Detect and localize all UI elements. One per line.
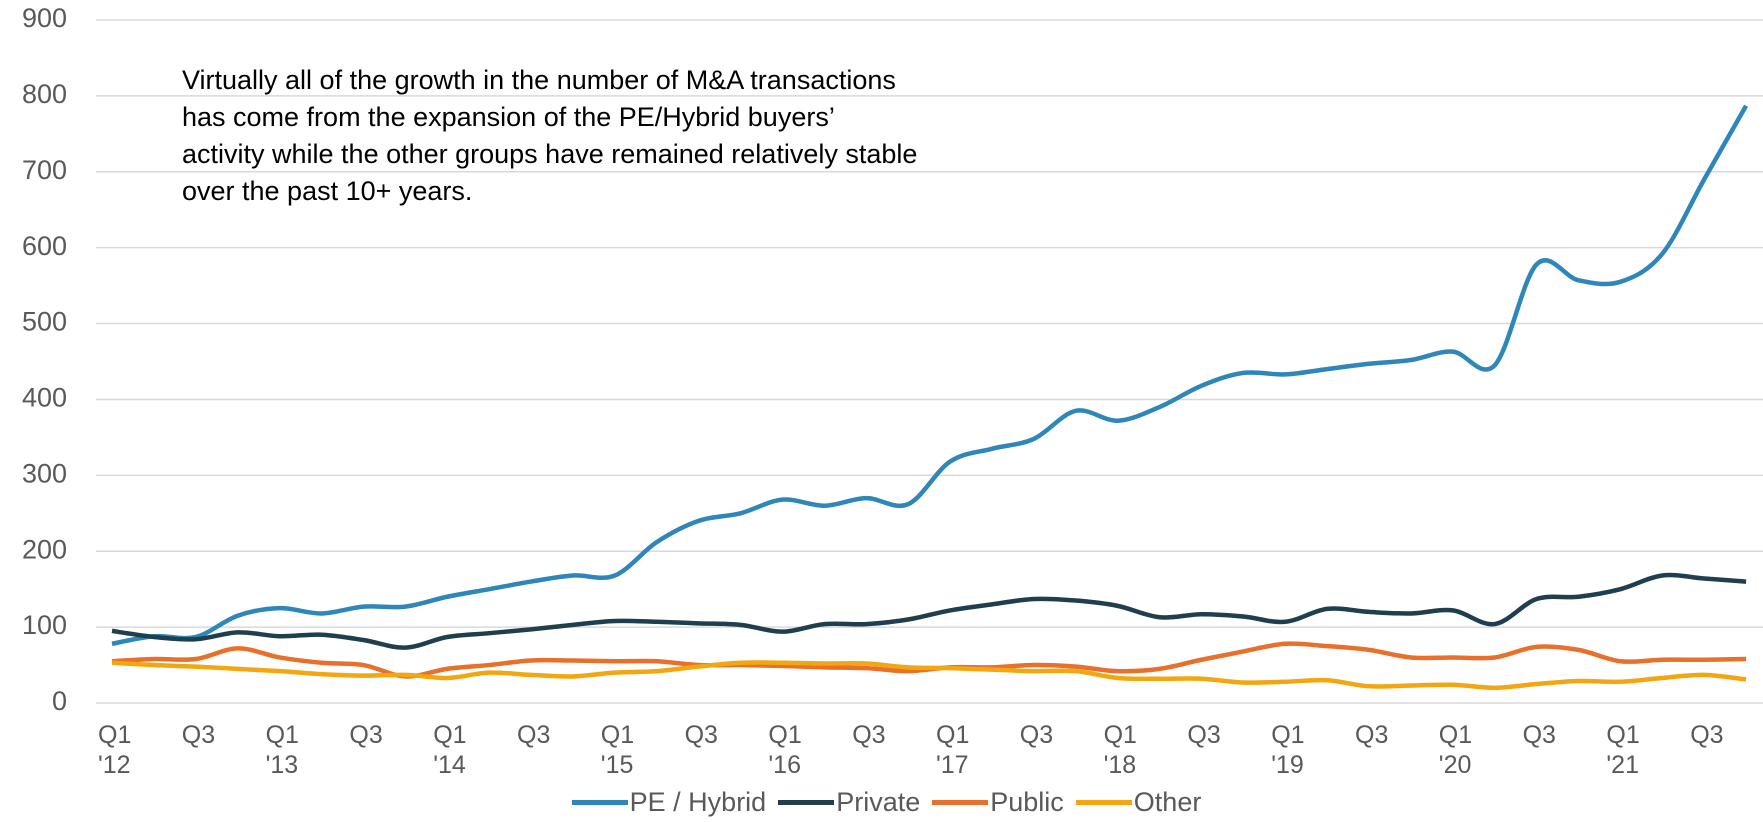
x-tick-label: Q3 <box>349 721 383 749</box>
legend-label: Other <box>1133 787 1202 817</box>
x-tick-label: Q1 '14 <box>433 721 467 779</box>
y-tick-label: 0 <box>52 686 67 716</box>
x-tick-label: Q3 <box>1019 721 1054 749</box>
x-tick-label: Q3 <box>181 721 216 749</box>
legend-label: Public <box>990 787 1064 817</box>
series-line <box>111 641 1747 679</box>
y-tick-label: 900 <box>22 3 67 33</box>
legend-item: Other <box>1075 787 1202 818</box>
x-tick-label: Q3 <box>517 721 551 749</box>
series-line <box>111 572 1747 650</box>
legend-item: Public <box>932 787 1064 818</box>
y-tick-label: 700 <box>22 155 67 185</box>
x-tick-label: Q1 '21 <box>1606 721 1640 779</box>
legend-swatch <box>932 800 989 805</box>
y-tick-label: 200 <box>22 534 67 564</box>
y-tick-label: 300 <box>22 458 67 488</box>
legend-swatch <box>1075 800 1132 805</box>
y-tick-label: 400 <box>22 383 67 413</box>
x-tick-label: Q3 <box>852 721 886 749</box>
x-tick-label: Q3 <box>684 721 718 749</box>
y-tick-label: 600 <box>22 231 67 261</box>
legend-item: PE / Hybrid <box>571 787 767 818</box>
legend-item: Private <box>778 787 920 818</box>
legend-swatch <box>571 800 628 805</box>
x-tick-label: Q3 <box>1355 721 1389 749</box>
series-line <box>111 104 1749 647</box>
y-tick-label: 800 <box>22 79 67 109</box>
x-tick-label: Q1 '15 <box>600 721 635 779</box>
x-tick-label: Q3 <box>1522 721 1556 749</box>
x-tick-label: Q3 <box>1690 721 1724 749</box>
annotation: Virtually all of the growth in the numbe… <box>182 65 918 206</box>
series-line <box>111 660 1747 691</box>
x-tick-label: Q1 '16 <box>768 721 802 779</box>
x-tick-label: Q1 '19 <box>1271 721 1305 779</box>
y-tick-label: 500 <box>22 307 67 337</box>
x-tick-label: Q1 '18 <box>1103 721 1137 779</box>
legend: PE / Hybrid Private Public Other <box>0 787 1763 818</box>
x-tick-label: Q3 <box>1187 721 1221 749</box>
legend-label: Private <box>836 787 921 817</box>
legend-label: PE / Hybrid <box>629 787 767 817</box>
x-tick-label: Q1 '20 <box>1438 721 1473 779</box>
legend-swatch <box>778 800 835 805</box>
x-tick-label: Q1 '17 <box>936 721 970 779</box>
x-tick-label: Q1 '12 <box>98 721 132 779</box>
y-tick-label: 100 <box>22 610 67 640</box>
x-tick-label: Q1 '13 <box>265 721 299 779</box>
